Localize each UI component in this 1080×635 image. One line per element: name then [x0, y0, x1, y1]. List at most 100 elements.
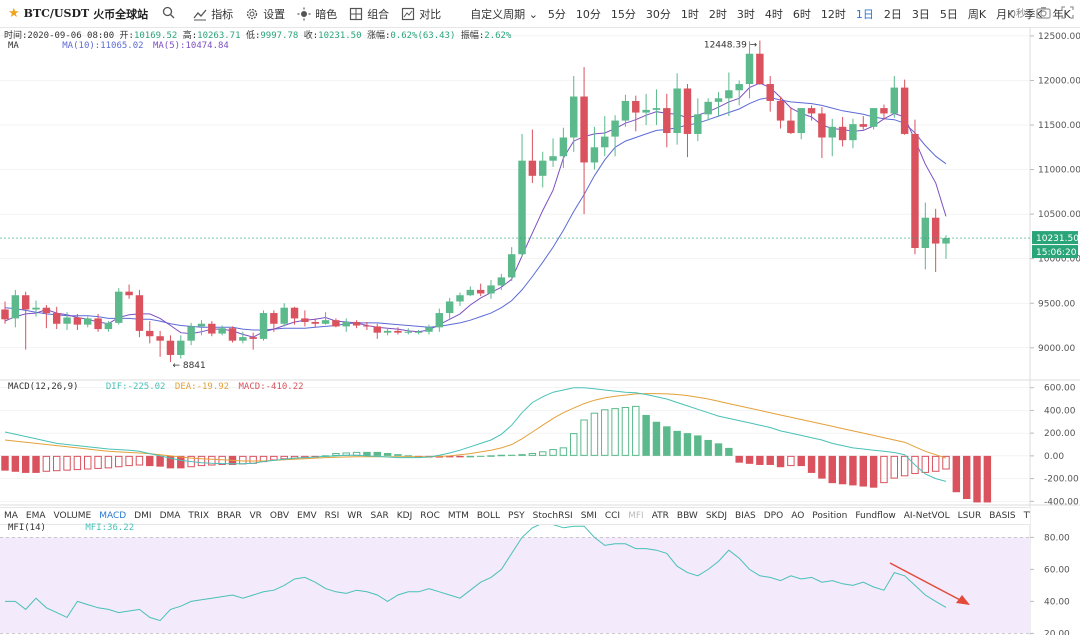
- macd-bar: [456, 455, 464, 458]
- macd-bar: [197, 455, 206, 467]
- candle-body: [249, 337, 257, 339]
- layout-button[interactable]: 组合: [349, 6, 389, 22]
- indicator-tab-ao[interactable]: AO: [791, 511, 805, 521]
- macd-bar: [911, 455, 919, 475]
- custom-period-dropdown[interactable]: 自定义周期 ⌄: [470, 7, 538, 21]
- indicator-tab-tvolume[interactable]: TVolume: [1023, 511, 1030, 521]
- period-8[interactable]: 6时: [792, 7, 811, 21]
- macd-bar: [394, 454, 402, 456]
- period-6[interactable]: 3时: [736, 7, 755, 21]
- dark-mode-button[interactable]: 暗色: [297, 6, 337, 22]
- indicator-tab-bias[interactable]: BIAS: [735, 511, 756, 521]
- macd-bar: [580, 419, 588, 456]
- period-5[interactable]: 2时: [708, 7, 727, 21]
- indicator-tab-position[interactable]: Position: [812, 511, 848, 521]
- symbol-selector[interactable]: ★ BTC/USDT 火币全球站: [0, 6, 148, 22]
- indicator-tab-vr[interactable]: VR: [249, 511, 262, 521]
- indicator-tab-bbw[interactable]: BBW: [676, 511, 698, 521]
- indicator-tab-emv[interactable]: EMV: [297, 511, 317, 521]
- indicator-tab-dpo[interactable]: DPO: [763, 511, 784, 521]
- indicator-tab-brar[interactable]: BRAR: [217, 511, 242, 521]
- search-icon[interactable]: [162, 6, 175, 22]
- period-1[interactable]: 10分: [575, 7, 601, 21]
- period-7[interactable]: 4时: [764, 7, 783, 21]
- indicator-tab-rsi[interactable]: RSI: [324, 511, 340, 521]
- indicator-tab-smi[interactable]: SMI: [580, 511, 597, 521]
- favorite-star-icon[interactable]: ★: [8, 6, 20, 21]
- price-tick-label: 10000.00: [1038, 255, 1080, 265]
- indicator-tab-ma[interactable]: MA: [4, 511, 18, 521]
- period-18[interactable]: 1分: [1076, 6, 1080, 22]
- indicator-tab-mfi[interactable]: MFI: [628, 511, 644, 521]
- macd-bar: [11, 455, 20, 472]
- indicator-tab-dmi[interactable]: DMI: [134, 511, 152, 521]
- macd-bar: [270, 455, 278, 461]
- candle-body: [580, 96, 588, 163]
- indicator-tab-ai-netvol[interactable]: AI-NetVOL: [903, 511, 950, 521]
- indicator-tab-boll[interactable]: BOLL: [476, 511, 501, 521]
- indicator-tab-mtm[interactable]: MTM: [447, 511, 469, 521]
- indicator-tab-trix[interactable]: TRIX: [188, 511, 209, 521]
- macd-bar: [115, 455, 123, 468]
- period-4[interactable]: 1时: [680, 7, 699, 21]
- indicator-tab-cci[interactable]: CCI: [604, 511, 621, 521]
- candle-body: [766, 84, 774, 101]
- macd-bar: [404, 455, 413, 457]
- indicator-tab-dma[interactable]: DMA: [159, 511, 181, 521]
- indicator-tab-kdj[interactable]: KDJ: [396, 511, 413, 521]
- indicator-tab-stochrsi[interactable]: StochRSI: [532, 511, 573, 521]
- indicator-tab-fundflow[interactable]: Fundflow: [855, 511, 896, 521]
- macd-bar: [869, 455, 878, 488]
- indicator-tab-ema[interactable]: EMA: [25, 511, 46, 521]
- macd-bar: [84, 455, 92, 470]
- candle-body: [301, 318, 309, 322]
- period-3[interactable]: 30分: [645, 7, 671, 21]
- macd-bar: [890, 455, 899, 479]
- candle-body: [32, 307, 40, 310]
- compare-button[interactable]: 对比: [401, 6, 441, 22]
- mfi-tick-label: 60.00: [1044, 565, 1070, 575]
- period-13[interactable]: 5日: [939, 7, 958, 21]
- period-14[interactable]: 周K: [967, 7, 987, 21]
- candle-body: [1, 309, 9, 320]
- macd-bar: [135, 455, 144, 466]
- candle-body: [445, 301, 454, 314]
- macd-bar: [673, 430, 681, 456]
- macd-tick-label: 200.00: [1044, 429, 1076, 439]
- period-16[interactable]: 季K: [1024, 7, 1043, 21]
- chart-area[interactable]: 9000.00 9500.00 10000.00 10500.00 11000.00 11…: [0, 27, 1080, 635]
- candle-body: [311, 321, 319, 324]
- macd-bar: [570, 433, 578, 456]
- period-11[interactable]: 2日: [883, 7, 902, 21]
- macd-tick-label: -400.00: [1044, 497, 1079, 507]
- period-15[interactable]: 月K: [996, 7, 1015, 21]
- settings-button[interactable]: 设置: [245, 6, 285, 22]
- macd-bar: [518, 454, 526, 456]
- candle-body: [125, 291, 133, 296]
- indicator-tab-volume[interactable]: VOLUME: [53, 511, 92, 521]
- price-tick-label: 11000.00: [1038, 166, 1080, 176]
- camera-icon[interactable]: [1036, 6, 1051, 19]
- period-17[interactable]: 年K: [1052, 7, 1071, 21]
- indicator-tab-psy[interactable]: PSY: [508, 511, 525, 521]
- indicator-tab-roc[interactable]: ROC: [420, 511, 440, 521]
- indicator-tab-lsur[interactable]: LSUR: [957, 511, 982, 521]
- indicator-tab-wr[interactable]: WR: [347, 511, 363, 521]
- indicator-button[interactable]: 指标: [193, 6, 233, 22]
- period-10[interactable]: 1日: [855, 7, 874, 21]
- indicator-tab-obv[interactable]: OBV: [269, 511, 290, 521]
- macd-bar: [280, 455, 288, 460]
- indicator-tab-macd[interactable]: MACD: [99, 511, 127, 521]
- candle-body: [404, 331, 413, 333]
- period-2[interactable]: 15分: [610, 7, 636, 21]
- indicator-tab-basis[interactable]: BASIS: [989, 511, 1016, 521]
- period-12[interactable]: 3日: [911, 7, 930, 21]
- period-9[interactable]: 12时: [820, 7, 846, 21]
- indicator-tab-atr[interactable]: ATR: [651, 511, 669, 521]
- period-0[interactable]: 5分: [547, 7, 566, 21]
- indicator-tab-sar[interactable]: SAR: [370, 511, 389, 521]
- indicator-tab-skdj[interactable]: SKDJ: [705, 511, 728, 521]
- fullscreen-icon[interactable]: [1061, 6, 1074, 19]
- candle-body: [239, 337, 247, 341]
- price-tick-label: 10500.00: [1038, 210, 1080, 220]
